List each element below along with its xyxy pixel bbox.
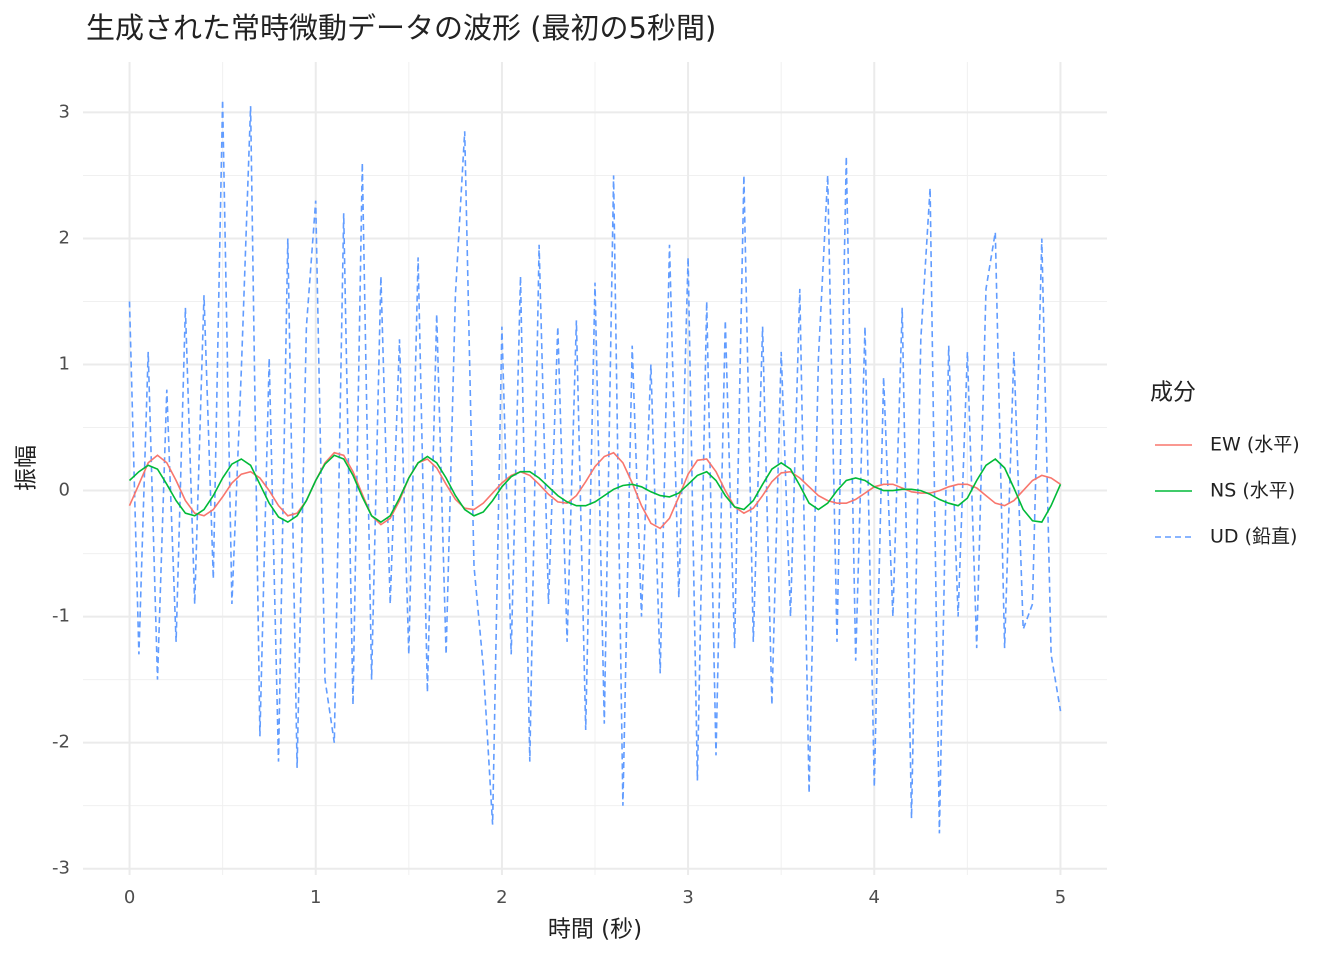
legend-label: EW (水平) <box>1210 434 1300 456</box>
y-tick-label: 3 <box>59 101 70 122</box>
x-tick-label: 2 <box>496 887 507 908</box>
legend-title: 成分 <box>1150 380 1196 406</box>
y-tick-label: 1 <box>59 354 70 375</box>
x-tick-label: 0 <box>124 887 135 908</box>
y-tick-label: -3 <box>52 858 70 879</box>
y-tick-label: 0 <box>59 480 70 501</box>
y-tick-label: -1 <box>52 606 70 627</box>
x-tick-label: 3 <box>682 887 693 908</box>
y-tick-label: -2 <box>52 732 70 753</box>
legend-label: NS (水平) <box>1210 480 1295 502</box>
x-tick-label: 1 <box>310 887 321 908</box>
y-tick-label: 2 <box>59 227 70 248</box>
y-axis-label: 振幅 <box>14 445 40 491</box>
x-tick-label: 5 <box>1055 887 1066 908</box>
x-axis-label: 時間 (秒) <box>548 917 642 943</box>
x-tick-label: 4 <box>869 887 880 908</box>
series-line <box>128 454 1062 524</box>
series-line <box>128 99 1062 834</box>
legend-label: UD (鉛直) <box>1210 526 1297 548</box>
chart-title: 生成された常時微動データの波形 (最初の5秒間) <box>86 11 716 45</box>
